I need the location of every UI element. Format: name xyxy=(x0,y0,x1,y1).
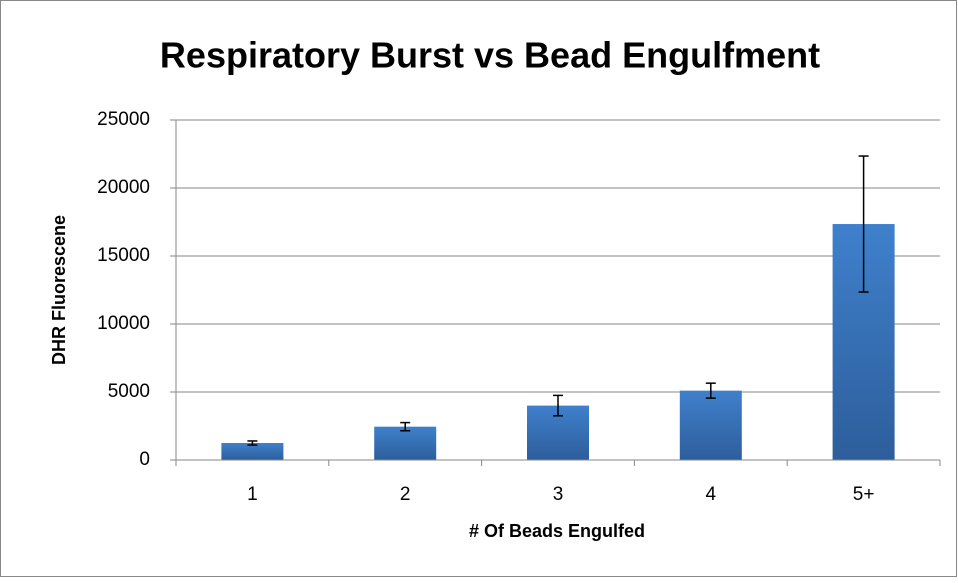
x-tick-label: 2 xyxy=(400,484,411,505)
y-tick-label: 10000 xyxy=(97,313,150,334)
bar xyxy=(374,426,437,460)
bar xyxy=(679,390,742,460)
y-tick-label: 5000 xyxy=(108,381,150,402)
y-axis-label: DHR Fluorescene xyxy=(49,215,69,365)
x-tick-label: 5+ xyxy=(853,484,875,505)
y-tick-label: 15000 xyxy=(97,245,150,266)
x-tick-label: 3 xyxy=(553,484,564,505)
chart-title: Respiratory Burst vs Bead Engulfment xyxy=(160,35,820,76)
x-axis-label: # Of Beads Engulfed xyxy=(469,521,645,541)
y-tick-label: 20000 xyxy=(97,177,150,198)
y-tick-label: 25000 xyxy=(97,109,150,130)
x-tick-label: 4 xyxy=(706,484,717,505)
x-tick-label: 1 xyxy=(247,484,258,505)
y-tick-label: 0 xyxy=(139,449,150,470)
bar xyxy=(221,443,284,460)
